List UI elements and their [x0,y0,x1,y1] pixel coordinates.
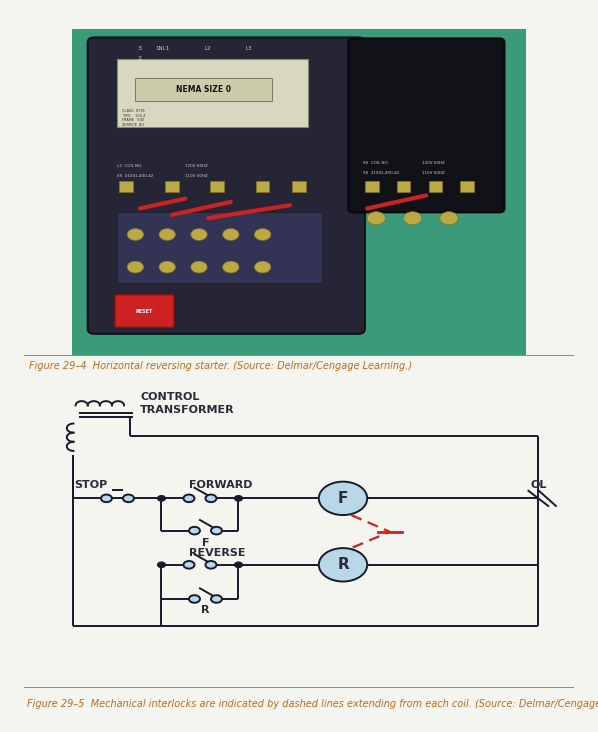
Circle shape [319,548,367,581]
Text: R: R [337,557,349,572]
Circle shape [189,595,200,602]
Text: R: R [201,605,210,616]
Circle shape [404,212,422,225]
Bar [210,181,224,192]
Text: REVERSE: REVERSE [189,548,245,559]
Circle shape [211,595,222,602]
Circle shape [158,496,165,501]
Text: NEMA SIZE 0: NEMA SIZE 0 [176,85,231,94]
Circle shape [159,228,175,240]
Text: 3: 3 [138,46,142,51]
Circle shape [189,527,200,534]
Text: Figure 29–4  Horizontal reversing starter. (Source: Delmar/Cengage Learning.): Figure 29–4 Horizontal reversing starter… [29,361,413,371]
Bar [117,212,322,283]
Circle shape [191,261,207,273]
Text: OL: OL [530,480,547,490]
Bar [292,181,306,192]
Text: 110V 50HZ: 110V 50HZ [422,171,444,175]
Circle shape [234,562,242,567]
Circle shape [222,228,239,240]
Circle shape [127,228,144,240]
Text: 120V 60HZ: 120V 60HZ [422,161,444,165]
Text: CLASS  8736: CLASS 8736 [122,109,145,113]
Bar [165,181,179,192]
Circle shape [255,228,271,240]
Circle shape [184,495,194,502]
Circle shape [158,562,165,567]
Circle shape [367,212,385,225]
Circle shape [127,261,144,273]
Bar [460,181,474,192]
Text: TYPE    150-4: TYPE 150-4 [122,113,145,118]
Text: SERVICE  A3: SERVICE A3 [122,124,144,127]
Text: L3: L3 [246,46,252,51]
Text: Figure 29–5  Mechanical interlocks are indicated by dashed lines extending from : Figure 29–5 Mechanical interlocks are in… [27,699,598,709]
Text: SS  31041-400-42: SS 31041-400-42 [117,174,154,178]
Circle shape [191,228,207,240]
Circle shape [319,482,367,515]
Circle shape [123,495,134,502]
Text: SS  31041-400-42: SS 31041-400-42 [362,171,399,175]
Circle shape [440,212,458,225]
FancyBboxPatch shape [348,38,505,212]
Bar [365,181,379,192]
Text: SS  COIL NO.: SS COIL NO. [362,161,389,165]
Text: CONTROL
TRANSFORMER: CONTROL TRANSFORMER [140,392,234,415]
Text: F: F [202,538,209,548]
Text: F: F [338,491,348,506]
Circle shape [184,561,194,569]
Text: 110V 50HZ: 110V 50HZ [185,174,208,178]
Bar [396,181,410,192]
Circle shape [206,495,216,502]
Text: 2: 2 [138,56,142,61]
Text: RESET: RESET [136,309,153,313]
Circle shape [255,261,271,273]
Bar [135,78,271,101]
Circle shape [222,261,239,273]
Circle shape [159,261,175,273]
Circle shape [234,496,242,501]
Circle shape [211,527,222,534]
Bar [120,181,133,192]
Circle shape [206,561,216,569]
FancyBboxPatch shape [115,295,174,327]
Text: 1NL1: 1NL1 [155,46,170,51]
FancyBboxPatch shape [88,37,365,334]
Text: L2: L2 [205,46,211,51]
Text: FRAME   E40: FRAME E40 [122,119,144,122]
Bar [429,181,442,192]
Bar [256,181,270,192]
Circle shape [101,495,112,502]
Bar [117,59,308,127]
Text: 120V 60HZ: 120V 60HZ [185,164,208,168]
Text: STOP: STOP [75,480,108,490]
Text: L2  COIL NO.: L2 COIL NO. [117,164,143,168]
Text: FORWARD: FORWARD [189,480,252,490]
